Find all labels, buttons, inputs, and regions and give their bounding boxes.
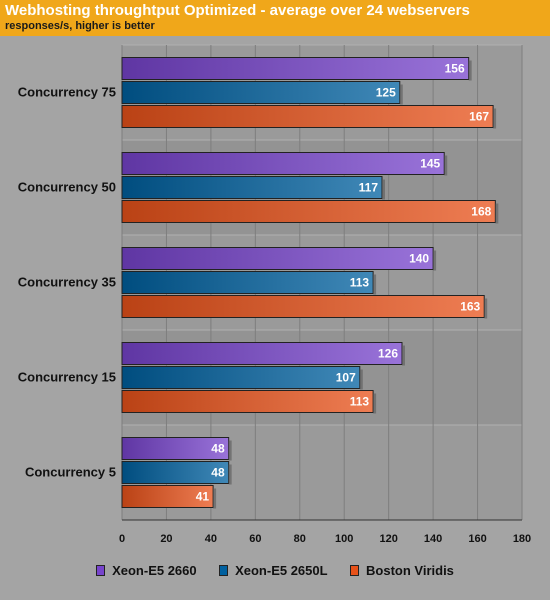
bar-shadow	[399, 84, 403, 105]
bar-shadow	[444, 155, 448, 176]
x-tick-label: 180	[513, 533, 531, 545]
bar	[121, 390, 374, 413]
bar-shadow	[373, 393, 377, 414]
bar-shadow	[433, 250, 437, 271]
category-label: Concurrency 5	[25, 465, 116, 480]
value-label: 41	[196, 490, 210, 504]
value-label: 48	[211, 442, 225, 456]
value-label: 163	[460, 300, 480, 314]
bar-shadow	[228, 464, 232, 485]
x-tick-label: 100	[335, 533, 353, 545]
legend-label: Boston Viridis	[366, 563, 454, 579]
x-tick-label: 120	[379, 533, 397, 545]
bar-shadow	[468, 60, 472, 81]
bar-shadow	[359, 369, 363, 390]
bar	[121, 57, 470, 80]
value-label: 125	[376, 86, 396, 100]
bar-shadow	[484, 298, 488, 319]
legend-label: Xeon-E5 2650L	[235, 563, 328, 579]
bar-shadow	[382, 179, 385, 200]
bar	[121, 366, 361, 389]
legend-item-xeon-e5-2650l: Xeon-E5 2650L	[219, 563, 328, 578]
bar-shadow	[213, 488, 217, 509]
value-label: 145	[420, 157, 440, 171]
bar	[121, 81, 401, 104]
bar-shadow	[402, 345, 405, 366]
chart-subtitle: responses/s, higher is better	[5, 20, 155, 32]
x-tick-label: 60	[249, 533, 261, 545]
bar	[121, 295, 485, 318]
category-label: Concurrency 35	[18, 275, 116, 290]
value-label: 167	[469, 110, 489, 124]
legend-item-xeon-e5-2660: Xeon-E5 2660	[96, 563, 197, 578]
legend-swatch	[219, 565, 229, 577]
bar	[121, 461, 230, 484]
x-tick-label: 20	[160, 533, 172, 545]
bar	[121, 342, 403, 365]
legend-item-boston-viridis: Boston Viridis	[350, 563, 454, 578]
x-tick-label: 0	[119, 533, 125, 545]
bar-shadow	[495, 203, 499, 224]
value-label: 107	[336, 371, 356, 385]
bar	[121, 437, 230, 460]
x-tick-label: 40	[205, 533, 217, 545]
bar	[121, 271, 374, 294]
value-label: 117	[359, 181, 379, 195]
bar	[121, 152, 445, 175]
bar	[121, 200, 496, 223]
bar-shadow	[373, 274, 377, 295]
bar	[121, 176, 383, 199]
value-label: 113	[350, 395, 370, 409]
value-label: 48	[211, 466, 225, 480]
category-label: Concurrency 75	[18, 85, 116, 100]
bar	[121, 105, 494, 128]
category-label: Concurrency 50	[18, 180, 116, 195]
value-label: 168	[471, 205, 491, 219]
legend-swatch	[96, 565, 106, 577]
bar	[121, 247, 434, 270]
chart-header: Webhosting throughtput Optimized - avera…	[0, 0, 550, 36]
value-label: 126	[378, 347, 398, 361]
value-label: 156	[445, 62, 465, 76]
bar-shadow	[493, 108, 497, 129]
legend: Xeon-E5 2660 Xeon-E5 2650L Boston Viridi…	[0, 562, 550, 582]
x-tick-label: 80	[294, 533, 306, 545]
x-tick-label: 160	[468, 533, 486, 545]
category-label: Concurrency 15	[18, 370, 116, 385]
value-label: 140	[409, 252, 429, 266]
bar-shadow	[228, 440, 232, 461]
x-tick-label: 140	[424, 533, 442, 545]
value-label: 113	[350, 276, 370, 290]
legend-label: Xeon-E5 2660	[112, 563, 197, 579]
chart-title: Webhosting throughtput Optimized - avera…	[5, 2, 470, 19]
legend-swatch	[350, 565, 360, 577]
